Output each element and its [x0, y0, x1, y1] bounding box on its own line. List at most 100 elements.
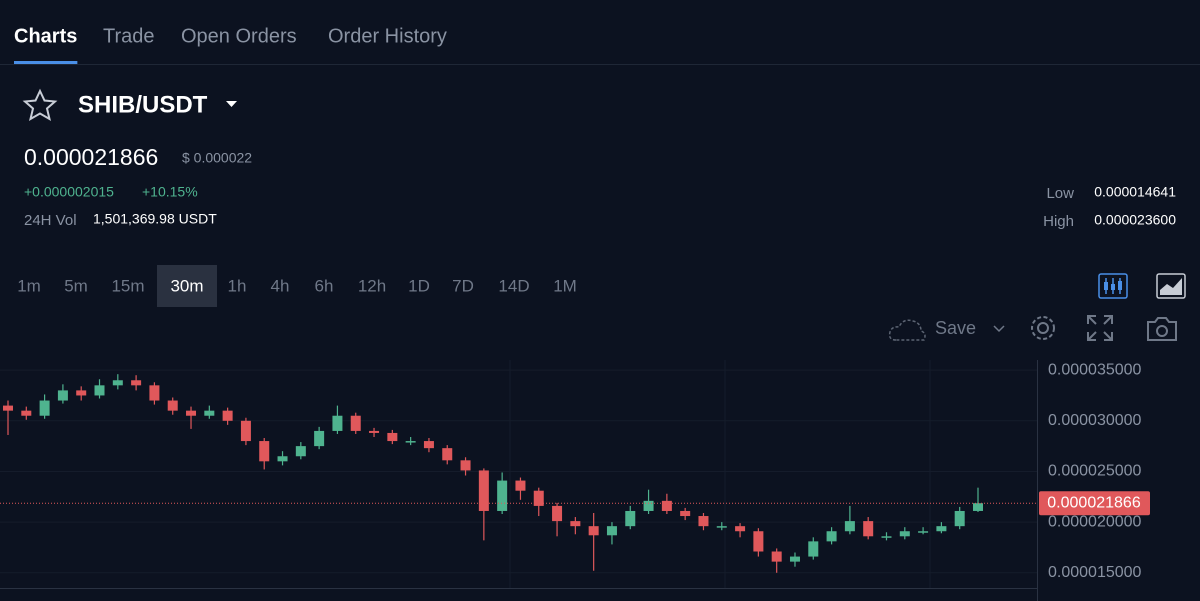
- candle-body: [21, 410, 32, 416]
- candle-body: [149, 385, 160, 401]
- fullscreen-button[interactable]: [1087, 315, 1113, 341]
- candle-body: [314, 430, 325, 447]
- candle-body: [844, 521, 855, 532]
- candle-body: [808, 541, 819, 557]
- candle-body: [442, 448, 453, 461]
- y-tick-label: 0.000015000: [1048, 564, 1142, 581]
- area-view-button[interactable]: [1156, 273, 1186, 299]
- pair[interactable]: SHIB/USDT: [78, 91, 208, 118]
- high-value: 0.000023600: [1094, 212, 1176, 228]
- candle-body: [863, 521, 874, 537]
- interval-bar: 1m 5m 15m 30m 1h 4h 6h 12h 1D 7D 14D 1M: [17, 265, 577, 307]
- candle-view-button[interactable]: [1098, 273, 1128, 299]
- tab[interactable]: Order History: [328, 25, 447, 47]
- low-value: 0.000014641: [1094, 184, 1176, 200]
- last-price-tag: [1039, 491, 1150, 516]
- tab[interactable]: Trade: [103, 25, 155, 47]
- save-button[interactable]: Save: [888, 318, 1005, 341]
- candle-body: [570, 521, 581, 527]
- candles: [3, 374, 983, 573]
- candle-body: [167, 400, 178, 411]
- candle-body: [222, 410, 233, 421]
- candle-body: [295, 446, 306, 457]
- y-tick-label: 0.000020000: [1048, 513, 1142, 530]
- candle-body: [204, 410, 215, 416]
- candle-body: [423, 441, 434, 449]
- candle-body: [735, 526, 746, 532]
- candle-body: [497, 480, 508, 511]
- candle-body: [716, 526, 727, 528]
- candle-body: [552, 505, 563, 522]
- candle-body: [973, 503, 983, 511]
- candle-body: [332, 415, 343, 431]
- candle-body: [698, 516, 709, 527]
- interval[interactable]: 1m: [17, 276, 41, 295]
- pair-dropdown[interactable]: [226, 101, 237, 107]
- vol-label: 24H Vol: [24, 212, 77, 229]
- candle-body: [405, 441, 416, 443]
- tab-underline: [14, 61, 78, 64]
- candle-body: [643, 500, 654, 511]
- vol-value: 1,501,369.98 USDT: [93, 211, 217, 227]
- candle-body: [94, 385, 105, 396]
- candle-body: [112, 380, 123, 386]
- price-axis: 0.000015000 0.000020000 0.000025000 0.00003…: [0, 361, 1150, 581]
- interval[interactable]: 1M: [553, 276, 577, 295]
- interval[interactable]: 4h: [271, 276, 290, 295]
- candle-body: [533, 490, 544, 506]
- candle-body: [588, 526, 599, 536]
- interval-active-bg: [157, 265, 217, 307]
- candle-body: [789, 556, 800, 562]
- candle-body: [771, 551, 782, 562]
- settings-button[interactable]: [1031, 316, 1055, 340]
- candle-body: [606, 526, 617, 536]
- candle-body: [350, 415, 361, 431]
- last-price-label: 0.000021866: [1047, 494, 1141, 511]
- candle-body: [387, 432, 398, 442]
- candle-body: [369, 430, 380, 433]
- candle-body: [277, 456, 288, 462]
- tab-bar: Charts Trade Open Orders Order History: [14, 25, 447, 64]
- interval[interactable]: 6h: [315, 276, 334, 295]
- interval[interactable]: 15m: [111, 276, 144, 295]
- candle-body: [57, 390, 68, 401]
- tab[interactable]: Charts: [14, 25, 77, 47]
- interval[interactable]: 14D: [498, 276, 529, 295]
- candle-body: [881, 536, 892, 538]
- change: +0.000002015: [24, 184, 114, 200]
- y-tick-label: 0.000035000: [1048, 361, 1142, 378]
- usd-price: $ 0.000022: [182, 150, 252, 166]
- candle-body: [625, 510, 636, 527]
- interval[interactable]: 5m: [64, 276, 88, 295]
- change-pct: +10.15%: [142, 184, 198, 200]
- low-label: Low: [1046, 185, 1074, 202]
- interval[interactable]: 30m: [170, 276, 203, 295]
- candle-body: [76, 390, 87, 396]
- candle-body: [240, 420, 251, 442]
- candle-body: [259, 441, 270, 462]
- interval[interactable]: 1D: [408, 276, 430, 295]
- candle-body: [3, 405, 13, 411]
- y-tick-label: 0.000030000: [1048, 412, 1142, 429]
- interval[interactable]: 1h: [228, 276, 247, 295]
- candle-body: [753, 531, 764, 552]
- save-label[interactable]: Save: [935, 318, 976, 338]
- candle-body: [918, 531, 929, 533]
- interval[interactable]: 12h: [358, 276, 386, 295]
- candle-body: [661, 500, 672, 511]
- candle-body: [131, 380, 142, 386]
- candle-body: [460, 460, 471, 471]
- candle-body: [515, 480, 526, 491]
- favorite-star[interactable]: [22, 88, 58, 122]
- price: 0.000021866: [24, 144, 158, 170]
- tab[interactable]: Open Orders: [181, 25, 297, 47]
- candle-body: [186, 410, 197, 416]
- candle-body: [826, 531, 837, 542]
- high-label: High: [1043, 213, 1074, 230]
- candle-body: [680, 510, 691, 517]
- interval[interactable]: 7D: [452, 276, 474, 295]
- candle-body: [936, 526, 947, 532]
- screenshot-button[interactable]: [1147, 317, 1177, 341]
